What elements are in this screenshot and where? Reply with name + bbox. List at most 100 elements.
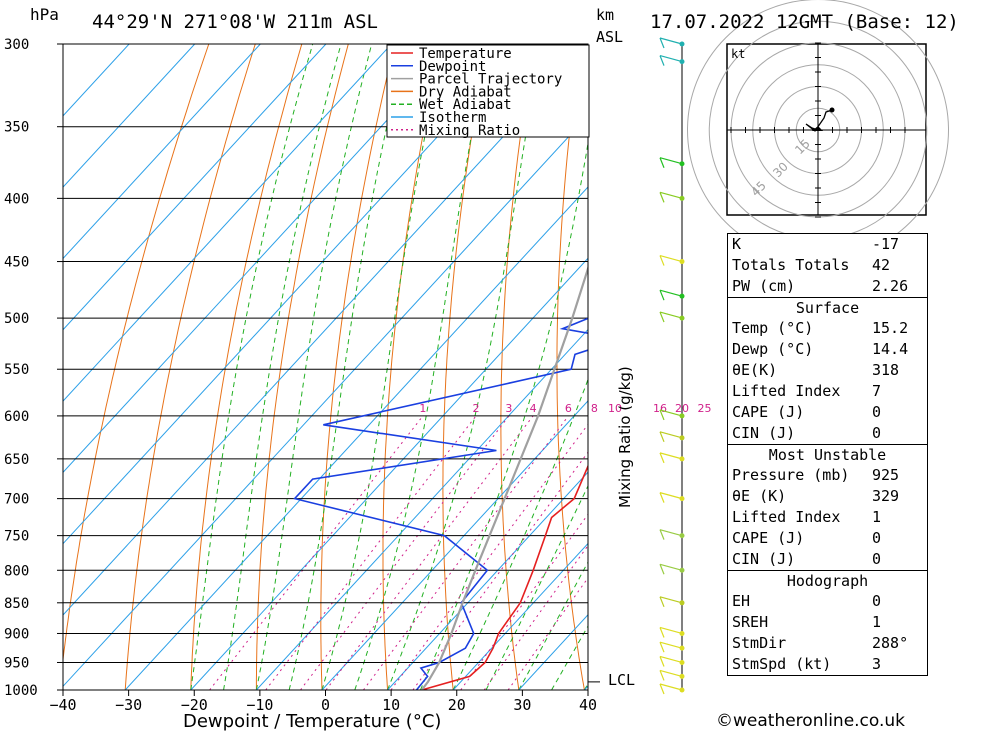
wet-adiabat-line (485, 484, 588, 690)
x-tick-label: 10 (382, 696, 400, 714)
pressure-unit: hPa (30, 5, 59, 24)
wind-barb (659, 641, 683, 653)
y-tick-label: 650 (4, 452, 29, 468)
index-row: CIN (J) 0 (732, 550, 882, 568)
isotherm-line (63, 44, 524, 545)
legend-label: Wet Adiabat (419, 97, 512, 113)
dry-adiabat-line (500, 44, 535, 690)
isotherm-line (387, 471, 588, 690)
mixing-ratio-label: 3 (505, 402, 512, 415)
isotherm-line (63, 44, 458, 474)
mixing-ratio-label: 6 (565, 402, 572, 415)
index-row: StmSpd (kt) 3 (732, 655, 882, 673)
x-tick-label: −30 (115, 696, 142, 714)
profile-series (293, 265, 588, 690)
legend-label: Isotherm (419, 110, 486, 126)
y-tick-label: 700 (4, 492, 29, 508)
wind-barb (659, 191, 683, 203)
index-row: Lifted Index 1 (732, 508, 882, 526)
y-tick-label: 1000 (4, 683, 38, 699)
section-title: Most Unstable (768, 446, 887, 464)
wet-adiabat-line (255, 44, 373, 690)
axes: 3003504004505005506006507007508008509009… (4, 37, 597, 714)
hodograph-unit: kt (731, 47, 745, 61)
index-row: CIN (J) 0 (732, 424, 882, 442)
wind-dot (679, 59, 685, 65)
wet-adiabat-line (518, 561, 588, 690)
legend-label: Mixing Ratio (419, 123, 520, 139)
mixing-ratio-label: 1 (419, 402, 426, 415)
height-ref: ASL (596, 28, 623, 46)
mixing-ratio-line (390, 423, 588, 690)
credit-link[interactable]: ©weatheronline.co.uk (716, 711, 906, 731)
isotherm-line (452, 542, 588, 690)
y-tick-label: 400 (4, 191, 29, 207)
index-row: Totals Totals 42 (732, 256, 891, 274)
isotherm-line (63, 44, 196, 188)
wind-barb (659, 289, 683, 301)
mixing-ratio-line (325, 415, 534, 690)
y-tick-label: 450 (4, 255, 29, 271)
dewpoint-line (293, 317, 588, 690)
y-tick-label: 900 (4, 626, 29, 642)
dry-adiabat-line (124, 44, 256, 690)
isotherms (63, 44, 588, 690)
wind-barb (659, 626, 683, 638)
isotherm-line (124, 186, 588, 690)
wind-barb (659, 529, 683, 540)
height-unit: km (596, 6, 614, 24)
x-tick-label: −10 (246, 696, 273, 714)
hodograph-section: Hodograph EH 0 SREH 1 StmDir 288° StmSpd (k… (728, 570, 927, 675)
parcel-trajectory-line (420, 265, 588, 690)
x-axis-label: Dewpoint / Temperature (°C) (183, 711, 441, 732)
dry-adiabat-line (556, 44, 585, 690)
x-tick-label: 20 (448, 696, 466, 714)
mixing-ratio-label: 10 (608, 402, 622, 415)
isotherm-line (63, 44, 392, 402)
x-tick-label: −20 (181, 696, 208, 714)
legend-label: Dry Adiabat (419, 84, 512, 100)
wet-adiabat-line (223, 44, 342, 690)
index-row: EH 0 (732, 592, 882, 610)
plot-frame (62, 43, 589, 691)
index-row: PW (cm) 2.26 (732, 277, 909, 295)
wind-barb (659, 431, 683, 443)
isotherm-line (63, 44, 261, 260)
isotherm-line (63, 44, 588, 616)
dry-adiabat-line (382, 44, 442, 690)
index-row: Temp (°C) 15.2 (732, 319, 909, 337)
index-row: Pressure (mb) 925 (732, 466, 900, 484)
legend-label: Temperature (419, 46, 512, 62)
x-tick-label: 30 (513, 696, 531, 714)
mixing-ratio-label: 8 (591, 402, 598, 415)
y-tick-label: 300 (4, 37, 29, 53)
x-tick-label: 0 (321, 696, 330, 714)
wind-barb (659, 492, 683, 503)
index-row: Dewp (°C) 14.4 (732, 340, 909, 358)
y-tick-label: 850 (4, 596, 29, 612)
section-title: Surface (795, 299, 860, 317)
most-unstable-section: Most Unstable Pressure (mb) 925 θE (K) 329… (728, 444, 927, 570)
wind-barb (659, 563, 683, 575)
general-indices: K -17 Totals Totals 42 PW (cm) 2.26 (728, 234, 927, 297)
wind-profile (588, 37, 685, 695)
y-tick-label: 600 (4, 409, 29, 425)
storm-motion-marker (812, 126, 823, 131)
isotherm-line (190, 257, 588, 690)
y-tick-label: 550 (4, 362, 29, 378)
hodograph-point (829, 107, 835, 113)
isotherm-line (63, 114, 588, 688)
indices-panel: K -17 Totals Totals 42 PW (cm) 2.26 Surface… (727, 233, 928, 676)
index-row: StmDir 288° (732, 634, 909, 652)
x-tick-label: 40 (579, 696, 597, 714)
mixing-ratio-label: 2 (473, 402, 480, 415)
dry-adiabat-line (953, 44, 1000, 690)
dry-adiabat-line (190, 44, 303, 690)
mixing-ratio-line (412, 451, 588, 690)
index-row: CAPE (J) 0 (732, 403, 882, 421)
legend-label: Parcel Trajectory (419, 72, 562, 88)
dry-adiabat-line (664, 44, 716, 690)
index-row: Lifted Index 7 (732, 382, 882, 400)
